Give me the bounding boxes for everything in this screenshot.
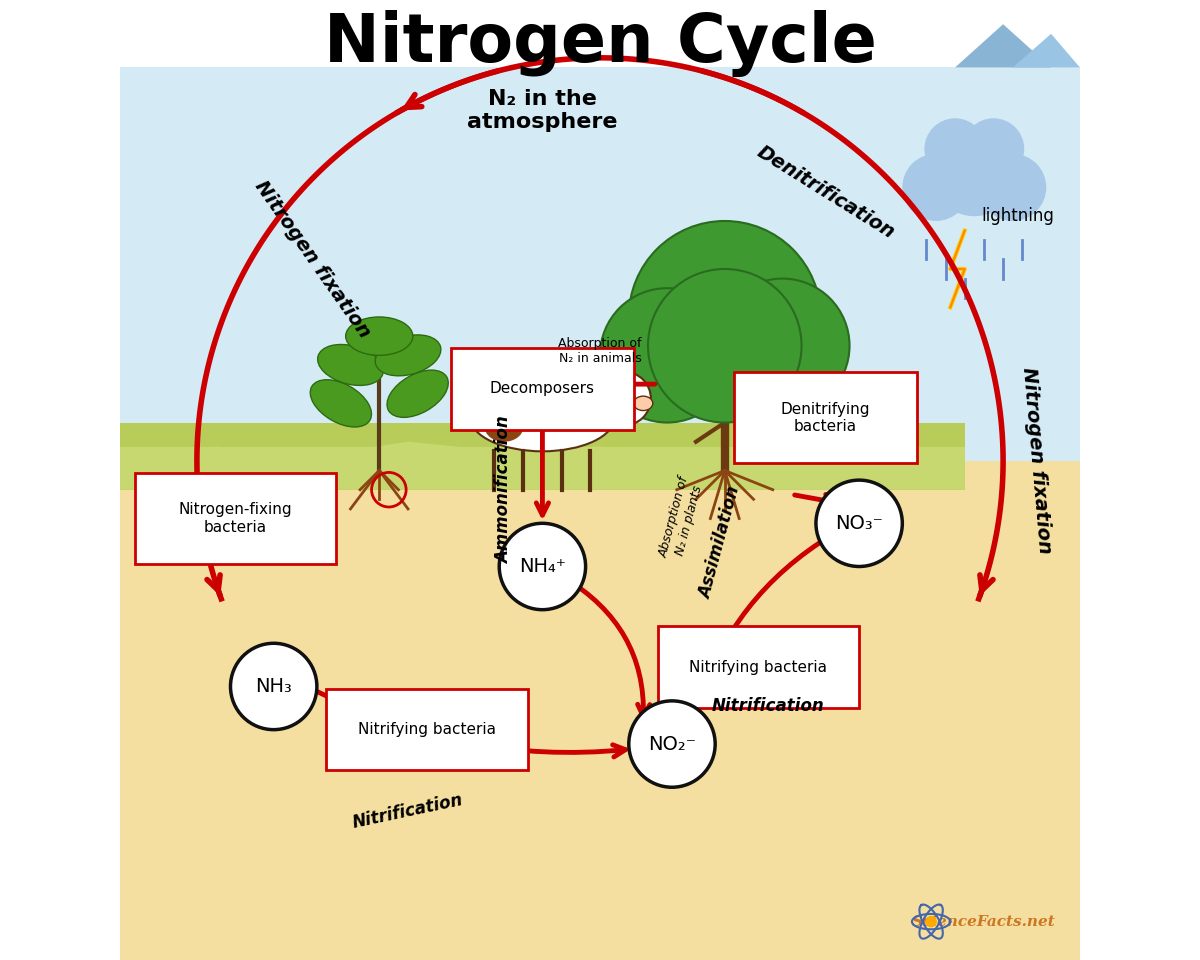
Polygon shape — [120, 442, 965, 490]
Text: Nitrogen fixation: Nitrogen fixation — [1019, 367, 1055, 555]
Ellipse shape — [346, 317, 413, 355]
FancyBboxPatch shape — [326, 689, 528, 771]
Circle shape — [598, 372, 650, 425]
Circle shape — [925, 916, 937, 927]
Text: Ammonification: Ammonification — [496, 416, 514, 564]
FancyBboxPatch shape — [120, 461, 1080, 960]
Text: Nitrification: Nitrification — [352, 791, 466, 831]
Circle shape — [230, 643, 317, 730]
Ellipse shape — [538, 389, 586, 427]
Text: Nitrogen Cycle: Nitrogen Cycle — [324, 10, 876, 77]
Text: lightning: lightning — [982, 207, 1054, 226]
Text: N₂ in the
atmosphere: N₂ in the atmosphere — [467, 89, 618, 132]
FancyBboxPatch shape — [120, 0, 1080, 461]
Polygon shape — [955, 24, 1051, 67]
Ellipse shape — [311, 380, 372, 427]
Text: Denitrification: Denitrification — [754, 142, 898, 242]
Circle shape — [499, 523, 586, 610]
FancyBboxPatch shape — [658, 627, 859, 708]
Text: Assimilation: Assimilation — [696, 485, 744, 601]
Circle shape — [962, 118, 1025, 180]
Text: Nitrogen-fixing
bacteria: Nitrogen-fixing bacteria — [179, 502, 292, 535]
Text: NO₂⁻: NO₂⁻ — [648, 734, 696, 754]
FancyBboxPatch shape — [120, 422, 965, 490]
Text: NO₃⁻: NO₃⁻ — [835, 514, 883, 533]
Polygon shape — [1013, 34, 1080, 67]
FancyBboxPatch shape — [134, 473, 336, 564]
Circle shape — [902, 154, 970, 221]
Text: NH₃: NH₃ — [256, 677, 292, 696]
Text: Absorption of
N₂ in plants: Absorption of N₂ in plants — [658, 474, 706, 563]
Circle shape — [629, 701, 715, 787]
FancyBboxPatch shape — [120, 0, 1080, 67]
Text: Decomposers: Decomposers — [490, 381, 595, 396]
FancyBboxPatch shape — [451, 348, 634, 430]
Ellipse shape — [485, 413, 523, 442]
Text: Denitrifying
bacteria: Denitrifying bacteria — [781, 401, 870, 434]
Circle shape — [648, 269, 802, 422]
Circle shape — [979, 154, 1046, 221]
Circle shape — [924, 118, 986, 180]
Ellipse shape — [388, 371, 449, 418]
Text: Nitrifying bacteria: Nitrifying bacteria — [689, 660, 827, 675]
Text: Nitrification: Nitrification — [712, 697, 824, 714]
Circle shape — [816, 480, 902, 566]
Ellipse shape — [318, 345, 383, 385]
Ellipse shape — [470, 384, 614, 451]
Text: Nitrogen fixation: Nitrogen fixation — [251, 178, 373, 342]
Text: NH₄⁺: NH₄⁺ — [518, 557, 566, 576]
Ellipse shape — [634, 396, 653, 411]
Circle shape — [715, 278, 850, 413]
Text: Nitrifying bacteria: Nitrifying bacteria — [359, 722, 497, 737]
FancyBboxPatch shape — [734, 372, 917, 464]
Circle shape — [600, 288, 734, 422]
FancyBboxPatch shape — [120, 446, 965, 485]
Text: Absorption of
N₂ in animals: Absorption of N₂ in animals — [558, 337, 642, 365]
Ellipse shape — [376, 335, 440, 375]
Circle shape — [629, 221, 821, 413]
Text: ScienceFacts.net: ScienceFacts.net — [912, 915, 1056, 928]
Circle shape — [931, 130, 1018, 216]
